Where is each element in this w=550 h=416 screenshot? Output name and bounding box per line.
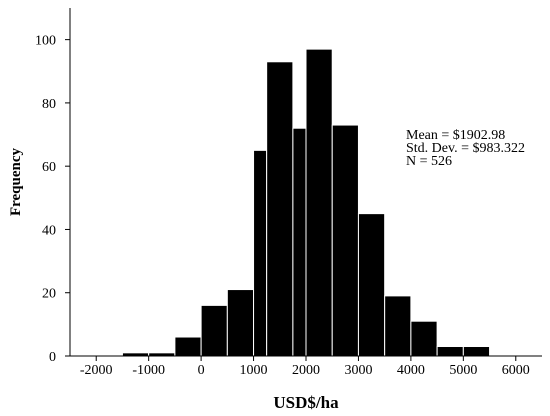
histogram-bar — [384, 295, 412, 357]
stat-mean: Mean = $1902.98 — [406, 128, 505, 143]
histogram-bar — [305, 48, 333, 357]
y-tick-label: 0 — [49, 350, 56, 365]
histogram-bar — [292, 127, 307, 357]
histogram-bar — [253, 149, 268, 357]
y-tick-label: 60 — [42, 160, 56, 175]
y-axis-ticks: 0 20 40 60 80 100 — [35, 34, 70, 365]
histogram-bar — [436, 346, 464, 357]
summary-stats: Mean = $1902.98 Std. Dev. = $983.322 N =… — [406, 128, 525, 169]
histogram-bar — [410, 320, 438, 357]
y-tick-label: 40 — [42, 223, 56, 238]
histogram-bar — [174, 336, 202, 357]
stat-n: N = 526 — [406, 154, 452, 169]
histogram-bar — [200, 304, 228, 357]
x-axis-ticks: -2000 -1000 0 1000 2000 3000 4000 5000 6000 — [80, 356, 530, 378]
bars-group — [121, 48, 491, 357]
histogram-bar — [357, 213, 386, 357]
stat-std-dev: Std. Dev. = $983.322 — [406, 141, 525, 156]
x-tick-label: 0 — [198, 363, 205, 378]
x-tick-label: 5000 — [449, 363, 477, 378]
histogram-bar — [266, 61, 294, 357]
y-tick-label: 80 — [42, 97, 56, 112]
histogram-bar — [226, 289, 255, 357]
y-tick-label: 20 — [42, 287, 56, 302]
x-tick-label: 4000 — [397, 363, 425, 378]
y-tick-label: 100 — [35, 34, 56, 49]
x-tick-label: 6000 — [502, 363, 530, 378]
x-tick-label: 3000 — [344, 363, 372, 378]
x-axis-label: USD$/ha — [273, 393, 339, 412]
x-tick-label: 2000 — [292, 363, 320, 378]
histogram-bar — [462, 346, 491, 357]
y-axis-label: Frequency — [8, 147, 24, 216]
x-tick-label: 1000 — [240, 363, 268, 378]
histogram-bar — [331, 124, 359, 357]
x-tick-label: -2000 — [80, 363, 113, 378]
x-tick-label: -1000 — [132, 363, 165, 378]
